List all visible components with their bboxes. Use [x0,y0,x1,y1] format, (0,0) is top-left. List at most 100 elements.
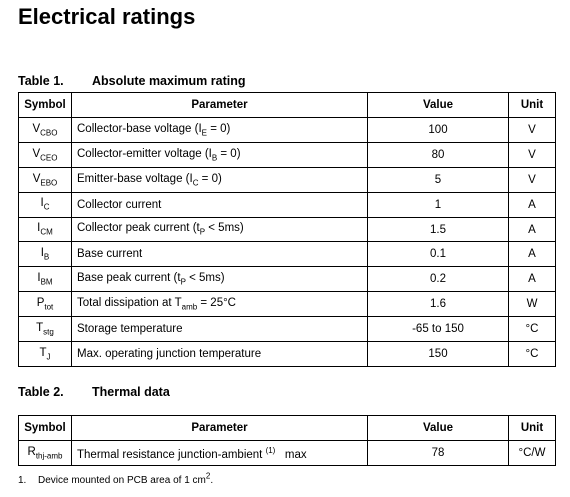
symbol-cell: VCEO [18,141,72,168]
value-cell: 0.2 [367,266,509,293]
text-run: I [40,197,44,210]
text-run: Max. operating junction temperature [77,347,262,360]
superscript: 2 [205,472,211,481]
parameter-cell: Thermal resistance junction-ambient (1) … [71,440,368,466]
text-run: Thermal resistance junction-ambient [77,448,266,461]
subscript: EBO [40,177,58,187]
subscript: E [201,128,207,138]
superscript: (1) [265,445,276,455]
symbol-cell: IC [18,191,72,218]
subscript: B [211,152,218,162]
subscript: C [192,177,199,187]
symbol-cell: TJ [18,341,72,367]
unit-cell: °C [508,316,556,343]
parameter-cell: Collector-emitter voltage (IB = 0) [71,141,368,168]
table-label: Table 2. [18,385,64,399]
text-run: I [37,272,41,285]
column-header: Value [367,92,509,118]
symbol-cell: Ptot [18,291,72,318]
subscript: B [43,252,50,262]
subscript: thj-amb [35,451,63,461]
subscript: J [46,352,51,362]
unit-cell: A [508,216,556,243]
parameter-cell: Storage temperature [71,316,368,343]
unit-cell: V [508,166,556,193]
text-run: Collector-emitter voltage (I [77,147,212,160]
value-cell: 150 [367,341,509,367]
value-cell: 1 [367,191,509,218]
text-run: T [36,321,44,334]
subscript: CM [40,227,53,237]
text-run: < 5ms) [205,222,244,235]
text-run: Total dissipation at T [77,297,182,310]
subscript: CBO [40,128,58,138]
symbol-cell: VCBO [18,117,72,143]
parameter-cell: Collector-base voltage (IE = 0) [71,117,368,143]
value-cell: 100 [367,117,509,143]
column-header: Unit [508,92,556,118]
table-label: Table 1. [18,74,64,88]
column-header: Symbol [18,415,72,441]
text-run: V [32,147,41,160]
unit-cell: A [508,191,556,218]
value-cell: 78 [367,440,509,466]
value-cell: 1.6 [367,291,509,318]
text-run: I [37,222,41,235]
table-row: Ptot Total dissipation at Tamb = 25°C 1.6 W [18,291,556,318]
text-run: Emitter-base voltage (I [77,172,193,185]
unit-cell: °C [508,341,556,367]
text-run: Base current [77,248,143,261]
table-row: IC Collector current 1 A [18,191,556,218]
text-run: = 0) [217,147,241,160]
table-caption: Table 1. Absolute maximum rating [18,74,246,88]
symbol-cell: ICM [18,216,72,243]
table-row: ICM Collector peak current (tP < 5ms) 1.5 A [18,216,556,243]
table-row: IBM Base peak current (tP < 5ms) 0.2 A [18,266,556,293]
unit-cell: A [508,266,556,293]
unit-cell: °C/W [508,440,556,466]
header-row: Symbol Parameter Value Unit [18,415,556,441]
text-run: Collector current [77,198,162,211]
text-run: P [36,297,45,310]
symbol-cell: VEBO [18,166,72,193]
table-title: Absolute maximum rating [92,74,246,88]
symbol-cell: Rthj-amb [18,440,72,466]
value-cell: 5 [367,166,509,193]
parameter-cell: Base current [71,241,368,268]
text-run: V [32,172,41,185]
text-run: = 0) [207,122,231,135]
column-header: Value [367,415,509,441]
subscript: P [199,227,206,237]
symbol-cell: Tstg [18,316,72,343]
table-row: VCBO Collector-base voltage (IE = 0) 100 V [18,117,556,143]
value-cell: 0.1 [367,241,509,268]
subscript: BM [40,277,53,287]
symbol-cell: IB [18,241,72,268]
table-row: IB Base current 0.1 A [18,241,556,268]
parameter-cell: Total dissipation at Tamb = 25°C [71,291,368,318]
text-run: R [27,445,36,458]
table-row: VEBO Emitter-base voltage (IC = 0) 5 V [18,166,556,193]
footnote: 1. Device mounted on PCB area of 1 cm2. [18,472,213,486]
column-header: Parameter [71,92,368,118]
text-run: Collector peak current (t [77,222,200,235]
text-run: . [210,475,214,487]
subscript: amb [181,302,198,312]
table-row: TJ Max. operating junction temperature 150… [18,341,556,367]
text-run: Base peak current (t [77,272,181,285]
text-run: = 0) [198,172,222,185]
table-row: VCEO Collector-emitter voltage (IB = 0) 80… [18,141,556,168]
table-caption: Table 2. Thermal data [18,385,170,399]
parameter-cell: Max. operating junction temperature [71,341,368,367]
unit-cell: W [508,291,556,318]
parameter-cell: Collector current [71,191,368,218]
page-title: Electrical ratings [18,4,196,29]
subscript: C [43,202,50,212]
text-run: Collector-base voltage (I [77,122,202,135]
table-row: Rthj-amb Thermal resistance junction-ambi… [18,440,556,466]
value-cell: 80 [367,141,509,168]
parameter-cell: Collector peak current (tP < 5ms) [71,216,368,243]
column-header: Parameter [71,415,368,441]
parameter-cell: Emitter-base voltage (IC = 0) [71,166,368,193]
